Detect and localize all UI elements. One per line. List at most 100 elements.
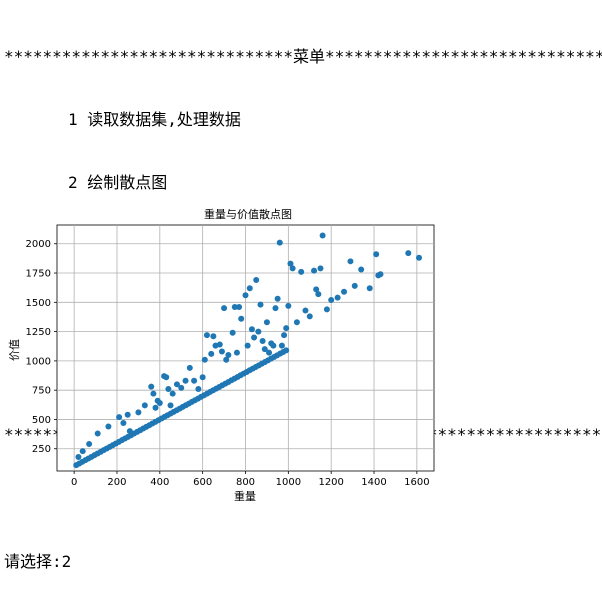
data-point [86,441,93,448]
scatter-plot: 重量与价值散点图 0 200 400 600 800 1000 1200 1400 1600 25… [0,200,460,513]
data-point [79,448,86,455]
data-point [178,384,185,391]
data-point [255,328,262,335]
data-point [272,305,279,312]
data-point [366,285,373,292]
y-tick-label: 1750 [26,269,51,280]
data-point [236,304,243,310]
data-point [311,267,318,274]
x-tick-label: 1400 [361,477,386,488]
data-point [233,349,240,356]
data-point [195,386,202,392]
x-tick-label: 1000 [276,477,301,488]
data-point [165,386,172,392]
data-point [229,329,236,336]
data-point [150,390,157,397]
data-point [298,268,305,275]
x-tick-label: 600 [193,477,212,488]
data-point [278,342,285,349]
data-point [167,402,174,409]
x-tick-label: 1600 [404,477,429,488]
data-point [358,266,365,273]
data-point [173,381,180,388]
data-point [270,342,277,349]
data-point [347,258,354,265]
data-point [199,374,206,381]
data-point [238,315,245,322]
data-point [223,356,230,363]
data-points [73,232,423,469]
data-point [302,307,309,314]
x-tick-label: 0 [71,477,77,488]
data-point [285,302,292,309]
data-point [287,260,294,267]
scatter-chart-svg: 重量与价值散点图 0 200 400 600 800 1000 1200 1400 1600 25… [8,207,435,503]
data-point [274,295,281,302]
data-point [306,313,313,320]
data-point [201,356,208,363]
data-point [266,349,273,356]
data-point [208,350,215,357]
data-point [126,428,133,435]
data-point [377,271,384,278]
data-point [248,326,255,333]
data-point [416,254,423,261]
x-tick-label: 200 [107,477,126,488]
x-tick-label: 1200 [318,477,343,488]
data-point [259,337,266,344]
data-point [276,239,283,246]
data-point [152,404,159,411]
data-point [253,277,260,284]
data-point [283,347,290,354]
data-point [191,377,198,384]
data-point [405,250,412,257]
data-point [124,411,131,418]
data-point [210,333,217,340]
data-point [293,319,300,326]
y-tick-label: 500 [32,415,51,426]
data-point [281,332,288,339]
data-point [317,265,324,272]
data-point [242,292,249,299]
data-point [334,294,341,301]
menu-top-border: ******************************菜单********… [4,47,602,66]
x-tick-label: 400 [150,477,169,488]
data-point [373,251,380,258]
data-point [203,332,210,339]
data-point [263,319,270,326]
data-point [251,334,258,341]
data-point [156,400,163,407]
data-point [328,296,335,303]
data-point [257,301,264,308]
data-point [182,377,189,384]
data-point [231,304,238,310]
y-tick-label: 750 [32,386,51,397]
data-point [216,341,223,348]
data-point [313,286,320,293]
data-point [341,288,348,295]
x-tick-label: 800 [236,477,255,488]
chart-title: 重量与价值散点图 [204,207,292,221]
data-point [218,348,225,355]
data-point [141,402,148,409]
axis-ticks: 0 200 400 600 800 1000 1200 1400 1600 250 500 750 10… [26,239,430,488]
data-point [319,232,326,239]
data-point [289,265,296,272]
data-point [148,383,155,390]
data-point [94,430,101,437]
data-point [246,285,253,292]
menu-item-2: 2 绘制散点图 [68,173,168,192]
y-tick-label: 1000 [26,356,51,367]
data-point [283,325,290,332]
data-point [135,409,142,416]
y-tick-label: 250 [32,444,51,455]
y-tick-label: 1500 [26,298,51,309]
data-point [315,291,322,298]
data-point [351,282,358,289]
data-point [105,423,112,430]
menu-item-1: 1 读取数据集,处理数据 [68,110,241,129]
y-tick-label: 1250 [26,327,51,338]
data-point [225,352,232,359]
data-point [163,374,170,381]
grid-lines [57,225,434,471]
